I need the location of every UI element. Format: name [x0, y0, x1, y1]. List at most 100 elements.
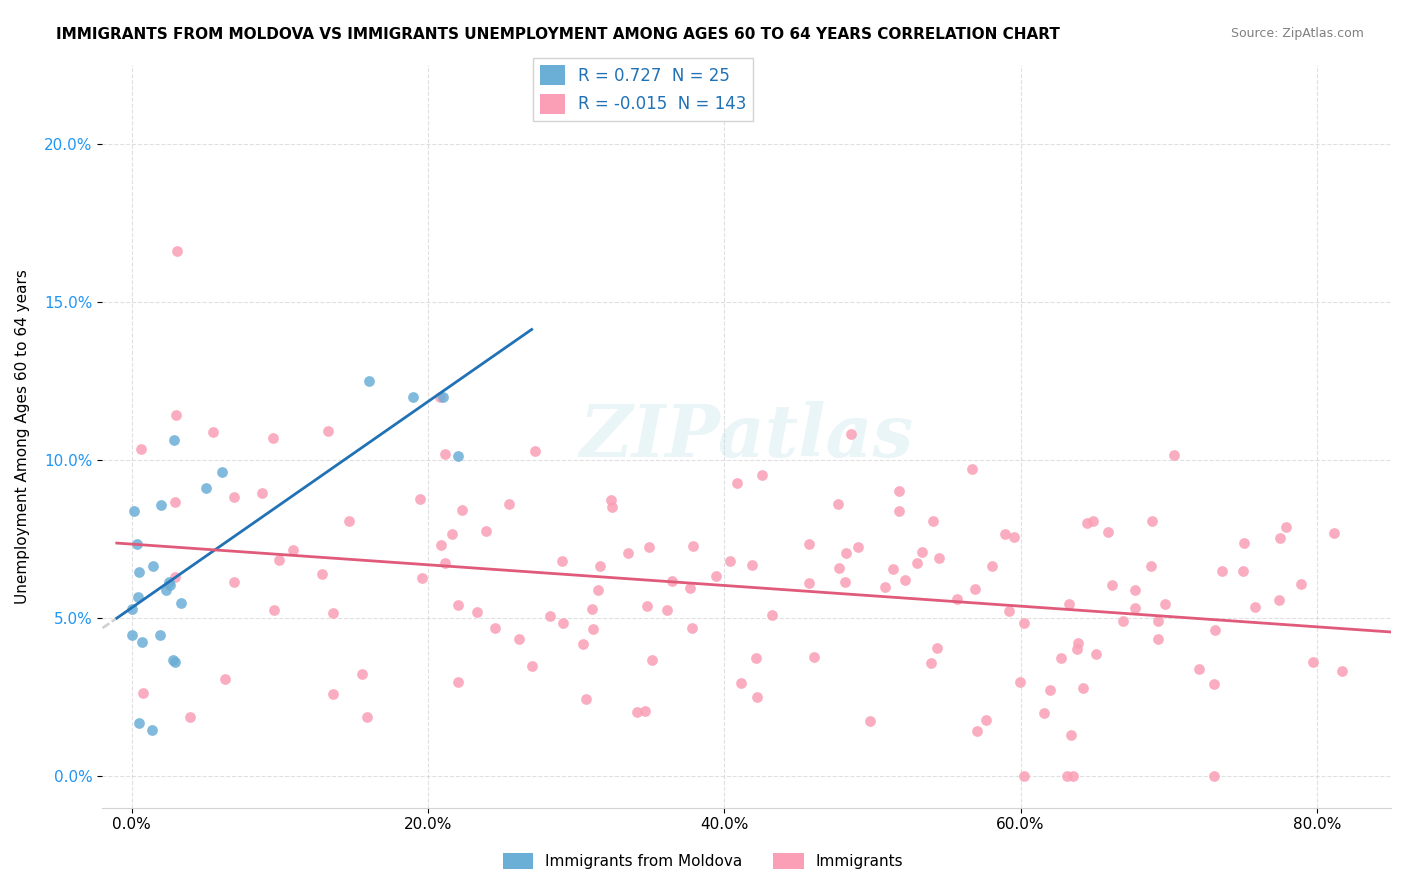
- Point: [835, 546, 858, 560]
- Legend: Immigrants from Moldova, Immigrants: Immigrants from Moldova, Immigrants: [496, 847, 910, 875]
- Point: [1123, 601, 1146, 615]
- Point: [1147, 614, 1170, 628]
- Point: [1008, 675, 1031, 690]
- Point: [581, 602, 603, 616]
- Point: [465, 605, 488, 619]
- Point: [828, 561, 851, 575]
- Point: [1012, 769, 1035, 783]
- Point: [132, 686, 155, 700]
- Point: [430, 538, 453, 552]
- Point: [352, 667, 374, 681]
- Point: [433, 447, 456, 461]
- Point: [963, 582, 986, 596]
- Point: [994, 526, 1017, 541]
- Point: [131, 634, 153, 648]
- Point: [1063, 769, 1085, 783]
- Point: [155, 582, 177, 597]
- Point: [357, 374, 380, 388]
- Point: [588, 582, 610, 597]
- Point: [551, 615, 574, 630]
- Point: [751, 467, 773, 482]
- Point: [1004, 530, 1026, 544]
- Point: [797, 537, 820, 551]
- Point: [322, 607, 344, 621]
- Point: [194, 481, 217, 495]
- Point: [974, 713, 997, 727]
- Point: [269, 553, 291, 567]
- Point: [761, 608, 783, 623]
- Point: [1057, 597, 1080, 611]
- Point: [141, 723, 163, 737]
- Point: [121, 628, 143, 642]
- Point: [960, 462, 983, 476]
- Point: [572, 637, 595, 651]
- Point: [1204, 676, 1226, 690]
- Point: [946, 591, 969, 606]
- Point: [224, 490, 246, 504]
- Point: [1153, 598, 1175, 612]
- Point: [634, 704, 657, 718]
- Point: [980, 558, 1002, 573]
- Point: [1243, 599, 1265, 614]
- Point: [626, 705, 648, 719]
- Point: [1270, 531, 1292, 545]
- Point: [1056, 769, 1078, 783]
- Point: [316, 424, 339, 438]
- Point: [1204, 769, 1226, 783]
- Point: [617, 546, 640, 560]
- Point: [446, 598, 468, 612]
- Point: [998, 604, 1021, 618]
- Point: [1163, 448, 1185, 462]
- Point: [127, 536, 149, 550]
- Point: [1112, 615, 1135, 629]
- Point: [636, 599, 658, 613]
- Point: [725, 475, 748, 490]
- Point: [322, 688, 344, 702]
- Point: [797, 575, 820, 590]
- Point: [202, 425, 225, 439]
- Point: [741, 558, 763, 572]
- Point: [1232, 565, 1254, 579]
- Point: [1211, 564, 1233, 578]
- Point: [1066, 636, 1088, 650]
- Point: [747, 690, 769, 704]
- Point: [440, 526, 463, 541]
- Text: Source: ZipAtlas.com: Source: ZipAtlas.com: [1230, 27, 1364, 40]
- Point: [875, 580, 897, 594]
- Point: [744, 651, 766, 665]
- Point: [661, 574, 683, 589]
- Point: [170, 596, 193, 610]
- Point: [411, 571, 433, 585]
- Point: [966, 723, 988, 738]
- Point: [432, 390, 454, 404]
- Point: [263, 603, 285, 617]
- Point: [1289, 576, 1312, 591]
- Point: [803, 649, 825, 664]
- Point: [162, 653, 184, 667]
- Point: [446, 449, 468, 463]
- Point: [475, 524, 498, 538]
- Point: [1146, 632, 1168, 647]
- Point: [1101, 577, 1123, 591]
- Point: [409, 491, 432, 506]
- Point: [730, 676, 752, 690]
- Point: [911, 545, 934, 559]
- Point: [128, 716, 150, 731]
- Point: [157, 574, 180, 589]
- Point: [1012, 615, 1035, 630]
- Point: [127, 590, 149, 604]
- Point: [882, 561, 904, 575]
- Point: [524, 443, 547, 458]
- Point: [484, 621, 506, 635]
- Point: [1204, 623, 1226, 637]
- Y-axis label: Unemployment Among Ages 60 to 64 years: Unemployment Among Ages 60 to 64 years: [15, 268, 30, 604]
- Point: [1084, 647, 1107, 661]
- Point: [641, 653, 664, 667]
- Point: [124, 503, 146, 517]
- Point: [1331, 664, 1354, 678]
- Point: [681, 621, 703, 635]
- Point: [150, 498, 173, 512]
- Point: [887, 484, 910, 499]
- Point: [166, 244, 188, 259]
- Text: IMMIGRANTS FROM MOLDOVA VS IMMIGRANTS UNEMPLOYMENT AMONG AGES 60 TO 64 YEARS COR: IMMIGRANTS FROM MOLDOVA VS IMMIGRANTS UN…: [56, 27, 1060, 42]
